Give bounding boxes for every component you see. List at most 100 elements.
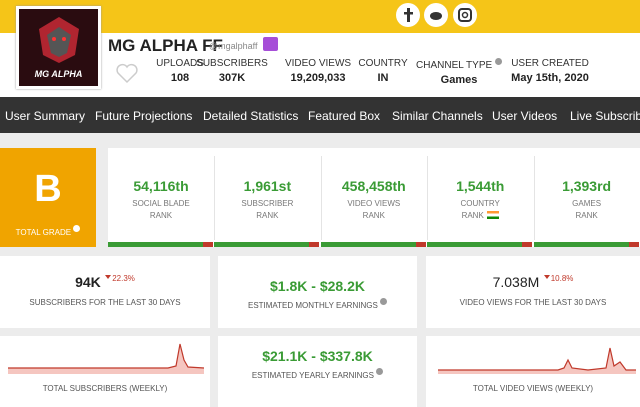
nav-item[interactable]: User Videos [492,109,558,123]
rank-bar-end [628,242,639,247]
rank-label-line: VIDEO VIEWS [347,199,401,208]
grade-box: B TOTAL GRADE [0,148,96,247]
top-bar [0,0,640,33]
stat-label: CHANNEL TYPE [416,60,493,71]
summary-box: $21.1K - $337.8K ESTIMATED YEARLY EARNIN… [218,336,417,407]
sparkline [8,343,204,374]
rank-label: COUNTRY RANK [427,198,533,222]
rank-divider [214,156,216,240]
summary-value: $21.1K - $337.8K [262,348,373,364]
avatar-text: MG ALPHA [34,69,83,79]
sparkline [438,347,636,374]
stat: COUNTRY IN [358,58,407,84]
graph-box: TOTAL VIDEO VIEWS (WEEKLY) [426,336,640,407]
stat-label: UPLOADS [156,58,204,69]
stat-label: USER CREATED [511,58,589,69]
grade-caption: TOTAL GRADE [0,225,96,237]
rank-label: SUBSCRIBER RANK [214,198,320,222]
rank-label-line: RANK [362,211,385,220]
instagram-icon[interactable] [453,3,477,27]
stat: SUBSCRIBERS 307K [196,58,268,84]
rank-label-line: COUNTRY [460,199,500,208]
rank-bar [533,242,629,247]
verified-badge[interactable] [263,37,278,51]
graph-box: TOTAL SUBSCRIBERS (WEEKLY) [0,336,210,407]
summary-label: ESTIMATED MONTHLY EARNINGS [247,301,378,310]
rank-divider [427,156,429,240]
graph-label: TOTAL SUBSCRIBERS (WEEKLY) [42,384,168,393]
favorite-heart[interactable] [115,62,139,84]
help-icon[interactable] [376,368,384,375]
grade-letter: B [34,168,62,210]
rank-bar [108,242,203,247]
rank-label-line: RANK [256,211,279,220]
stat-label: SUBSCRIBERS [196,58,268,69]
avatar-frame: MG ALPHA [16,6,101,89]
twitter-glyph [430,12,442,20]
stat-value: IN [377,72,389,84]
rank: 54,116th SOCIAL BLADE RANK [108,148,214,247]
social-icons [396,3,477,27]
rank-bar-end [522,242,533,247]
stat: UPLOADS 108 [156,58,204,84]
rank-label-line: SOCIAL BLADE [132,199,190,208]
rank-label-line: RANK [575,211,598,220]
stat-value: May 15th, 2020 [511,72,589,84]
rank-bar [214,242,310,247]
rank-divider [533,156,535,240]
rank-label-line: RANK [149,211,173,220]
stat-label: VIDEO VIEWS [284,58,352,69]
summary-box: $1.8K - $28.2K ESTIMATED MONTHLY EARNING… [218,256,417,328]
ranks-panel [108,148,640,247]
nav-item[interactable]: User Summary [5,109,86,123]
help-icon[interactable] [73,225,81,232]
summary-change: 10.8% [543,274,574,283]
summary-value: 7.038M [492,274,540,290]
rank-value: 458,458th [341,178,406,194]
rank-label: VIDEO VIEWS RANK [321,198,427,222]
help-icon[interactable] [494,58,502,65]
instagram-glyph [458,8,472,22]
grade-label: TOTAL GRADE [15,228,72,237]
nav-item[interactable]: Live Subscriber [570,109,640,123]
rank-bar [320,242,416,247]
nav-item[interactable]: Similar Channels [392,109,483,123]
summary-change: 22.3% [105,274,135,283]
summary-caption: ESTIMATED YEARLY EARNINGS [218,368,417,380]
rank-value: 1,393rd [562,178,612,194]
rank-bar-end [309,242,320,247]
rank-bar-end [203,242,213,247]
rank: 1,393rd GAMES RANK [534,148,640,247]
rank-label: GAMES RANK [534,198,640,222]
nav-item[interactable]: Featured Box [308,109,381,123]
facebook-glyph [407,8,410,22]
rank: 458,458th VIDEO VIEWS RANK [321,148,427,247]
change-text: 10.8% [550,274,574,283]
nav-bar [0,97,640,133]
summary-label: VIDEO VIEWS FOR THE LAST 30 DAYS [459,298,607,307]
stat: USER CREATED May 15th, 2020 [511,58,589,84]
summary-label: SUBSCRIBERS FOR THE LAST 30 DAYS [29,298,181,307]
summary-label: ESTIMATED YEARLY EARNINGS [251,371,374,380]
nav-item[interactable]: Detailed Statistics [203,109,299,123]
nav-item[interactable]: Future Projections [95,109,193,123]
summary-box: 94K 22.3% SUBSCRIBERS FOR THE LAST 30 DA… [0,256,210,328]
channel-handle: @mgalphaff [209,41,258,51]
stat: CHANNEL TYPE Games [416,58,502,86]
help-icon[interactable] [380,298,388,305]
channel-name: MG ALPHA FF [108,36,223,55]
stat-label: COUNTRY [358,58,408,69]
graph-label: TOTAL VIDEO VIEWS (WEEKLY) [472,384,594,393]
rank-divider [320,156,322,240]
rank: 1,544th COUNTRY RANK [427,148,533,247]
rank-value: 1,961st [243,178,292,194]
stat-value: 19,209,033 [290,72,346,84]
instagram-glyph [461,11,469,19]
stat-value: 307K [218,72,246,84]
avatar-wolf [39,17,79,63]
rank-label-line: GAMES [572,199,602,208]
rank-label-line: SUBSCRIBER [241,199,294,208]
rank-label-line: RANK [461,211,484,220]
summary-box: 7.038M 10.8% VIDEO VIEWS FOR THE LAST 30… [426,256,640,328]
